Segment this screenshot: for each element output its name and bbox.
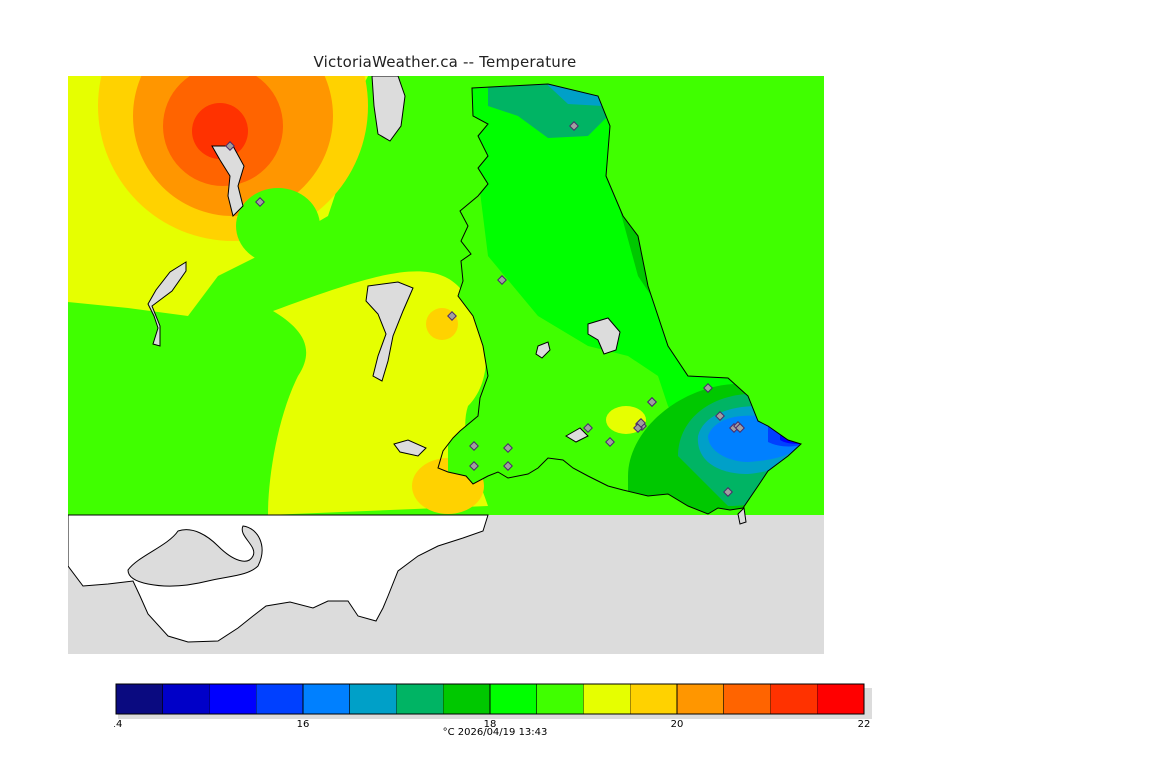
station-marker (469, 441, 479, 451)
station-marker (703, 383, 713, 393)
station-marker (569, 121, 579, 131)
station-marker (647, 397, 657, 407)
colorbar-swatch (536, 683, 584, 715)
station-marker (503, 461, 513, 471)
colorbar-tick-14: 14 (114, 719, 122, 730)
colorbar-swatch (583, 683, 631, 715)
colorbar-swatch (302, 683, 351, 715)
station-marker (469, 461, 479, 471)
colorbar-tick-22: 22 (858, 719, 871, 730)
colorbar-swatch (817, 683, 865, 715)
station-markers (225, 121, 745, 497)
temperature-map (68, 76, 824, 654)
station-marker (636, 418, 646, 428)
units-timestamp: °C 2026/04/19 13:43 (442, 727, 548, 738)
colorbar-frame (115, 683, 865, 715)
colorbar-swatch (770, 683, 818, 715)
east-coastline (437, 83, 802, 515)
station-marker (735, 423, 745, 433)
colorbar-swatches (115, 683, 865, 715)
station-marker (605, 437, 615, 447)
colorbar-swatch (489, 683, 538, 715)
map-title: VictoriaWeather.ca -- Temperature (313, 53, 577, 71)
colorbar-swatch (115, 683, 164, 715)
station-marker (497, 275, 507, 285)
colorbar-swatch (723, 683, 771, 715)
coastlines (147, 76, 747, 525)
south-lake (127, 525, 263, 587)
colorbar-swatch (676, 683, 725, 715)
station-marker (447, 311, 457, 321)
colorbar-swatch (162, 683, 210, 715)
colorbar-swatch (209, 683, 257, 715)
colorbar-swatch (349, 683, 397, 715)
station-marker (583, 423, 593, 433)
colorbar-tick-20: 20 (671, 719, 684, 730)
colorbar-swatch (630, 683, 678, 715)
west-temperature-field (68, 76, 824, 515)
colorbar-swatch (443, 683, 491, 715)
temperature-colorbar: 14 16 18 20 22 (114, 683, 872, 730)
station-marker (723, 487, 733, 497)
colorbar-tick-16: 16 (297, 719, 310, 730)
colorbar-tick-18: 18 (484, 719, 497, 730)
station-marker (255, 197, 265, 207)
station-marker (503, 443, 513, 453)
station-marker (715, 411, 725, 421)
station-marker (225, 141, 235, 151)
colorbar-swatch (256, 683, 304, 715)
colorbar-swatch (396, 683, 444, 715)
